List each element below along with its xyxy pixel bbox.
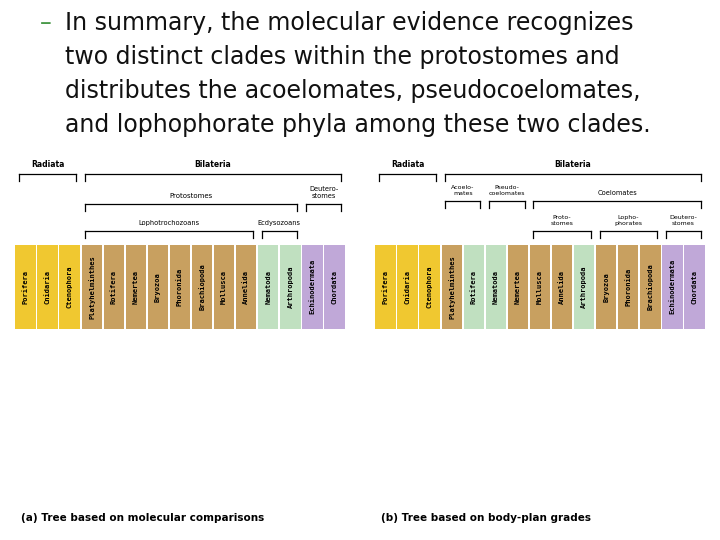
Text: Protostomes: Protostomes <box>169 193 212 199</box>
Text: Phoronida: Phoronida <box>625 268 631 306</box>
Text: Arthropoda: Arthropoda <box>287 266 294 308</box>
Text: Brachiopoda: Brachiopoda <box>199 264 205 310</box>
Text: Rotifera: Rotifera <box>471 269 477 303</box>
Text: Bryozoa: Bryozoa <box>603 272 609 301</box>
Text: Nemertea: Nemertea <box>515 269 521 303</box>
Bar <box>148 245 168 329</box>
Text: Arthropoda: Arthropoda <box>581 266 588 308</box>
Bar <box>214 245 234 329</box>
Text: Bryozoa: Bryozoa <box>155 272 161 301</box>
Text: Deutero-
stomes: Deutero- stomes <box>670 215 698 226</box>
Text: Annelida: Annelida <box>559 269 565 303</box>
Bar <box>685 245 705 329</box>
Text: two distinct clades within the protostomes and: two distinct clades within the protostom… <box>65 45 619 69</box>
Text: Radiata: Radiata <box>31 160 64 169</box>
Bar <box>81 245 102 329</box>
Text: Porifera: Porifera <box>22 269 29 303</box>
Bar <box>37 245 58 329</box>
Text: Pseudo-
coelomates: Pseudo- coelomates <box>489 185 525 196</box>
Text: Nemertea: Nemertea <box>133 269 139 303</box>
Bar <box>640 245 660 329</box>
Text: Platyhelminthes: Platyhelminthes <box>449 255 455 319</box>
Bar <box>552 245 572 329</box>
Text: Echinodermata: Echinodermata <box>310 259 315 314</box>
Text: Bilateria: Bilateria <box>194 160 232 169</box>
Text: Cnidaria: Cnidaria <box>405 269 410 303</box>
Text: Porifera: Porifera <box>382 269 389 303</box>
Bar <box>236 245 256 329</box>
Text: Lopho-
phorates: Lopho- phorates <box>614 215 642 226</box>
Text: Ctenophora: Ctenophora <box>426 266 433 308</box>
Bar <box>104 245 124 329</box>
Text: Mollusca: Mollusca <box>221 269 228 303</box>
Bar <box>441 245 462 329</box>
Text: In summary, the molecular evidence recognizes: In summary, the molecular evidence recog… <box>65 11 634 35</box>
Bar <box>258 245 279 329</box>
Bar <box>280 245 300 329</box>
Bar <box>126 245 146 329</box>
Text: (b) Tree based on body-plan grades: (b) Tree based on body-plan grades <box>381 514 591 523</box>
Text: Platyhelminthes: Platyhelminthes <box>89 255 95 319</box>
Text: Bilateria: Bilateria <box>554 160 592 169</box>
Text: Mollusca: Mollusca <box>537 269 543 303</box>
Text: Nematoda: Nematoda <box>266 269 271 303</box>
Text: Phoronida: Phoronida <box>177 268 183 306</box>
Text: –: – <box>40 11 51 35</box>
Bar <box>596 245 616 329</box>
Text: Chordata: Chordata <box>692 269 698 303</box>
Bar <box>420 245 440 329</box>
Text: Chordata: Chordata <box>331 269 338 303</box>
Text: Rotifera: Rotifera <box>111 269 117 303</box>
Text: Ecdysozoans: Ecdysozoans <box>258 220 301 226</box>
Bar <box>325 245 345 329</box>
Bar <box>170 245 190 329</box>
Text: (a) Tree based on molecular comparisons: (a) Tree based on molecular comparisons <box>21 514 264 523</box>
Text: Coelomates: Coelomates <box>598 190 637 196</box>
Bar <box>15 245 35 329</box>
Bar <box>508 245 528 329</box>
Text: Radiata: Radiata <box>391 160 424 169</box>
Bar <box>397 245 418 329</box>
Bar <box>662 245 683 329</box>
Text: and lophophorate phyla among these two clades.: and lophophorate phyla among these two c… <box>65 113 650 137</box>
Bar <box>530 245 550 329</box>
Bar <box>486 245 506 329</box>
Bar <box>375 245 395 329</box>
Text: distributes the acoelomates, pseudocoelomates,: distributes the acoelomates, pseudocoelo… <box>65 79 640 103</box>
Bar <box>302 245 323 329</box>
Text: Nematoda: Nematoda <box>493 269 499 303</box>
Text: Acoelo-
mates: Acoelo- mates <box>451 185 474 196</box>
Bar <box>60 245 80 329</box>
Bar <box>618 245 639 329</box>
Text: Proto-
stomes: Proto- stomes <box>551 215 574 226</box>
Text: Brachiopoda: Brachiopoda <box>647 264 654 310</box>
Text: Annelida: Annelida <box>243 269 249 303</box>
Bar <box>192 245 212 329</box>
Text: Echinodermata: Echinodermata <box>670 259 675 314</box>
Text: Deutero-
stomes: Deutero- stomes <box>309 186 338 199</box>
Text: Cnidaria: Cnidaria <box>45 269 50 303</box>
Text: Ctenophora: Ctenophora <box>67 266 73 308</box>
Bar <box>464 245 484 329</box>
Bar <box>574 245 594 329</box>
Text: Lophotrochozoans: Lophotrochozoans <box>138 220 199 226</box>
